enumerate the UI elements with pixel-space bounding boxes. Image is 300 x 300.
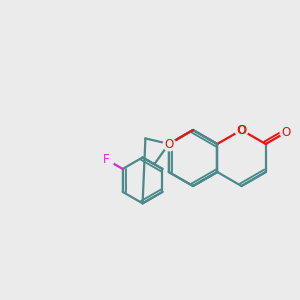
Text: O: O — [282, 126, 291, 139]
Text: F: F — [102, 153, 109, 166]
Text: O: O — [238, 124, 247, 137]
Text: O: O — [237, 124, 246, 136]
Text: O: O — [165, 137, 174, 151]
